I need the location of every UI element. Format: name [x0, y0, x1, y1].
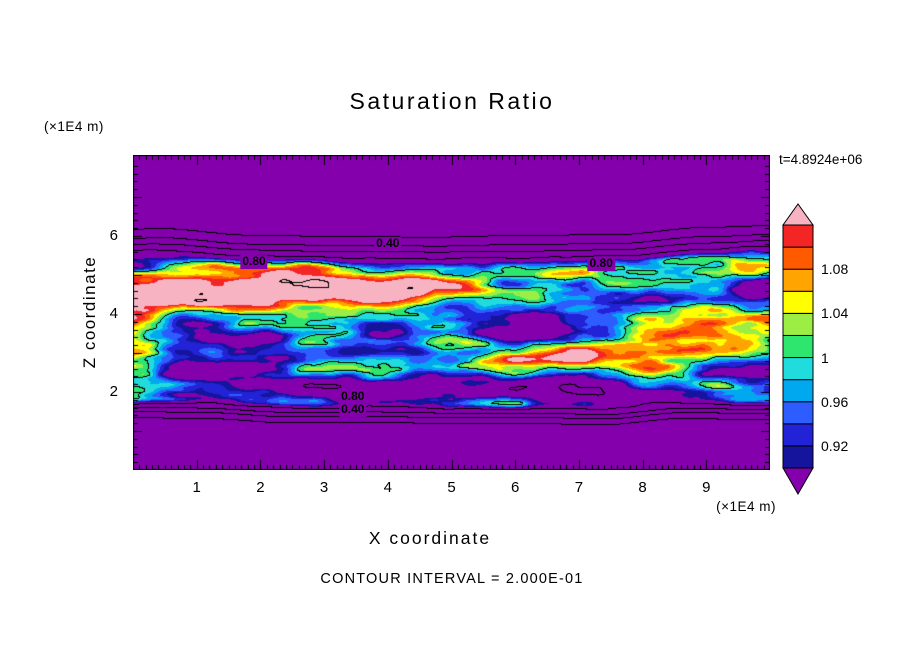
x-tick-label: 3	[319, 479, 329, 496]
colorbar-band	[782, 401, 814, 425]
colorbar-arrow-above-max	[782, 203, 814, 226]
colorbar-band	[782, 357, 814, 381]
time-annotation: t=4.8924e+06	[779, 152, 863, 167]
contour-line-label: 0.80	[587, 256, 615, 271]
colorbar-tick-label: 0.92	[821, 437, 849, 454]
colorbar-arrow-below-min	[782, 467, 814, 495]
colorbar-tick-label: 1	[821, 349, 829, 366]
colorbar-band	[782, 224, 814, 248]
contour-line-label: 0.40	[374, 235, 402, 251]
contour-line-label: 0.80	[339, 389, 367, 404]
x-tick-label: 8	[638, 479, 647, 496]
x-tick-label: 9	[702, 479, 711, 496]
contour-interval-label: CONTOUR INTERVAL = 2.000E-01	[320, 571, 584, 587]
contour-line-label: 0.40	[339, 402, 367, 418]
colorbar-tick-label: 0.96	[821, 393, 849, 410]
x-tick-label: 1	[192, 479, 201, 496]
colorbar-band	[782, 334, 814, 359]
colorbar-tick-label: 1.08	[821, 261, 849, 278]
z-tick-label: 2	[109, 383, 118, 400]
colorbar-band	[782, 246, 814, 270]
colorbar-band	[782, 379, 814, 403]
x-axis-title: X coordinate	[368, 528, 492, 548]
colorbar-band	[782, 445, 814, 469]
x-axis-units-label: (×1E4 m)	[716, 499, 776, 514]
colorbar	[782, 203, 814, 495]
figure-title: Saturation Ratio	[349, 88, 555, 114]
x-tick-label: 5	[447, 479, 456, 496]
colorbar-band	[782, 290, 814, 314]
x-tick-label: 7	[574, 479, 584, 496]
colorbar-tick-label: 1.04	[821, 305, 849, 322]
contour-line-label: 0.80	[240, 254, 268, 270]
z-tick-label: 4	[109, 305, 118, 322]
z-axis-units-label: (×1E4 m)	[44, 119, 104, 134]
x-tick-label: 2	[256, 479, 265, 496]
contour-field-canvas	[133, 155, 770, 470]
colorbar-band	[782, 268, 814, 292]
colorbar-band	[782, 312, 814, 336]
z-tick-label: 6	[109, 227, 118, 244]
x-tick-label: 6	[511, 479, 520, 496]
colorbar-band	[782, 423, 814, 447]
x-tick-label: 4	[383, 479, 392, 496]
